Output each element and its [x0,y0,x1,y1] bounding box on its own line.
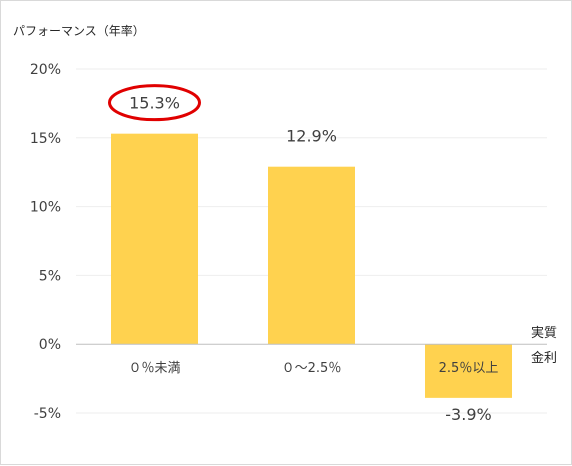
y-tick-label: 15% [30,131,61,147]
x-tick-label: 2.5％以上 [439,361,499,376]
data-label: 15.3% [129,94,180,113]
y-tick-labels: 20% 15% 10% 5% 0% -5% [30,62,61,422]
y-tick-label: 0% [39,337,61,353]
x-tick-label: ０～2.5％ [282,361,342,376]
y-tick-label: 10% [30,200,61,216]
y-tick-label: 5% [39,268,61,284]
x-axis-label-line-2: 金利 [531,350,557,366]
y-axis-label: パフォーマンス（年率） [13,23,145,38]
data-label: 12.9% [286,127,337,146]
x-tick-labels: ０％未満 ０～2.5％ 2.5％以上 [128,361,498,376]
data-label: -3.9% [445,405,491,424]
x-axis-label-line-1: 実質 [531,325,557,341]
highlight-ellipse [108,84,201,122]
bar [268,166,355,345]
bars [111,133,512,398]
bar [425,344,512,398]
x-tick-label: ０％未満 [128,361,180,376]
x-axis-label: 実質 金利 [531,325,557,366]
y-tick-label: -5% [34,406,61,422]
y-tick-label: 20% [30,62,61,78]
bar [111,133,198,345]
data-labels: 15.3% 12.9% -3.9% [108,84,492,424]
